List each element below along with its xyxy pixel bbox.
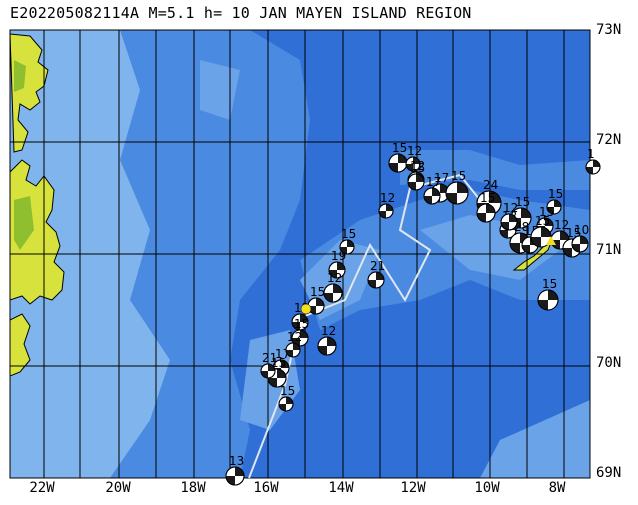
volcano-marker: [546, 236, 556, 245]
event-depth-label: 13: [229, 454, 244, 468]
lat-label-72n: 72N: [596, 132, 622, 148]
event-depth-label: 15: [548, 187, 563, 201]
event-depth-label: 15: [280, 384, 295, 398]
lat-label-69n: 69N: [596, 465, 622, 481]
beachball-8[interactable]: 15: [546, 187, 563, 215]
event-depth-label: 28: [514, 220, 529, 234]
lat-label-73n: 73N: [596, 22, 622, 38]
event-depth-label: 12: [503, 201, 518, 215]
beachball-15[interactable]: 15: [291, 317, 309, 347]
beachball-13[interactable]: 15: [307, 285, 325, 315]
event-depth-label: 17: [426, 175, 441, 189]
beachball-18[interactable]: 1: [585, 147, 601, 175]
shelf-southeast: [480, 400, 590, 478]
focal-mechanisms: 1512121715241515121912151512151715115121…: [225, 141, 601, 486]
beachball-19[interactable]: 15: [537, 277, 559, 311]
beachball-22[interactable]: 15: [278, 384, 295, 412]
beachball-25[interactable]: 15: [476, 191, 496, 223]
beachball-32[interactable]: 10: [571, 223, 589, 253]
event-depth-label: 15: [539, 205, 554, 219]
event-depth-label: 15: [451, 169, 466, 183]
beachball-7[interactable]: 15: [510, 195, 532, 229]
event-depth-label: 12: [327, 271, 342, 285]
lon-label-16w: 16W: [253, 480, 279, 496]
map-title: E202205082114A M=5.1 h= 10 JAN MAYEN ISL…: [10, 4, 472, 22]
lon-label-12w: 12W: [400, 480, 426, 496]
event-depth-label: 10: [574, 223, 589, 237]
event-depth-label: 15: [341, 227, 356, 241]
event-depth-label: 21: [370, 259, 385, 273]
beachball-20[interactable]: 12: [317, 324, 337, 356]
beachball-9[interactable]: 12: [378, 191, 395, 219]
beachball-5[interactable]: 15: [445, 169, 469, 205]
event-depth-label: 17: [434, 171, 449, 185]
beachball-23[interactable]: 21: [260, 351, 277, 379]
lat-label-70n: 70N: [596, 355, 622, 371]
event-depth-label: 12: [380, 191, 395, 205]
lon-label-20w: 20W: [105, 480, 131, 496]
beachball-33[interactable]: 15: [530, 214, 552, 248]
event-depth-label: 15: [271, 356, 286, 370]
event-depth-label: 1: [587, 147, 595, 161]
event-depth-label: 15: [294, 317, 309, 331]
beachball-24[interactable]: 12: [285, 330, 302, 358]
event-depth-label: 15: [535, 214, 550, 228]
beachball-37[interactable]: 17: [423, 175, 441, 205]
event-depth-label: 15: [542, 277, 557, 291]
event-depth-label: 12: [321, 324, 336, 338]
greenland-relief-2: [14, 196, 34, 250]
lon-label-8w: 8W: [548, 480, 566, 496]
beachball-34[interactable]: 21: [367, 259, 385, 289]
beachball-35[interactable]: 15: [407, 161, 425, 191]
event-depth-label: 12: [410, 159, 425, 173]
event-depth-label: 15: [392, 141, 407, 155]
lon-label-22w: 22W: [29, 480, 55, 496]
mid-ocean-north: [400, 150, 590, 190]
beachball-1[interactable]: 15: [388, 141, 408, 173]
event-depth-label: 12: [554, 218, 569, 232]
greenland-land-middle: [10, 159, 65, 305]
lon-label-10w: 10W: [474, 480, 500, 496]
beachball-10[interactable]: 19: [328, 249, 346, 279]
event-depth-label: 15: [410, 161, 425, 175]
graticule: [9, 29, 591, 479]
lat-label-71n: 71N: [596, 242, 622, 258]
event-depth-label: 21: [262, 351, 277, 365]
event-depth-label: 15: [310, 285, 325, 299]
event-depth-label: 12: [287, 330, 302, 344]
event-depth-label: 15: [515, 195, 530, 209]
event-depth-label: 12: [407, 144, 422, 158]
event-depth-label: 24: [483, 178, 498, 192]
target-event-marker[interactable]: [300, 303, 312, 315]
beachball-36[interactable]: 12: [500, 201, 518, 231]
beachball-2[interactable]: 12: [405, 144, 422, 172]
beachball-21[interactable]: 13: [225, 454, 245, 486]
greenland-relief: [14, 60, 26, 92]
event-depth-label: 15: [480, 191, 495, 205]
beachball-12[interactable]: 15: [339, 227, 356, 255]
beachball-11[interactable]: 12: [323, 271, 343, 303]
lon-label-18w: 18W: [180, 480, 206, 496]
lon-label-14w: 14W: [328, 480, 354, 496]
greenland-land-south: [10, 313, 31, 377]
